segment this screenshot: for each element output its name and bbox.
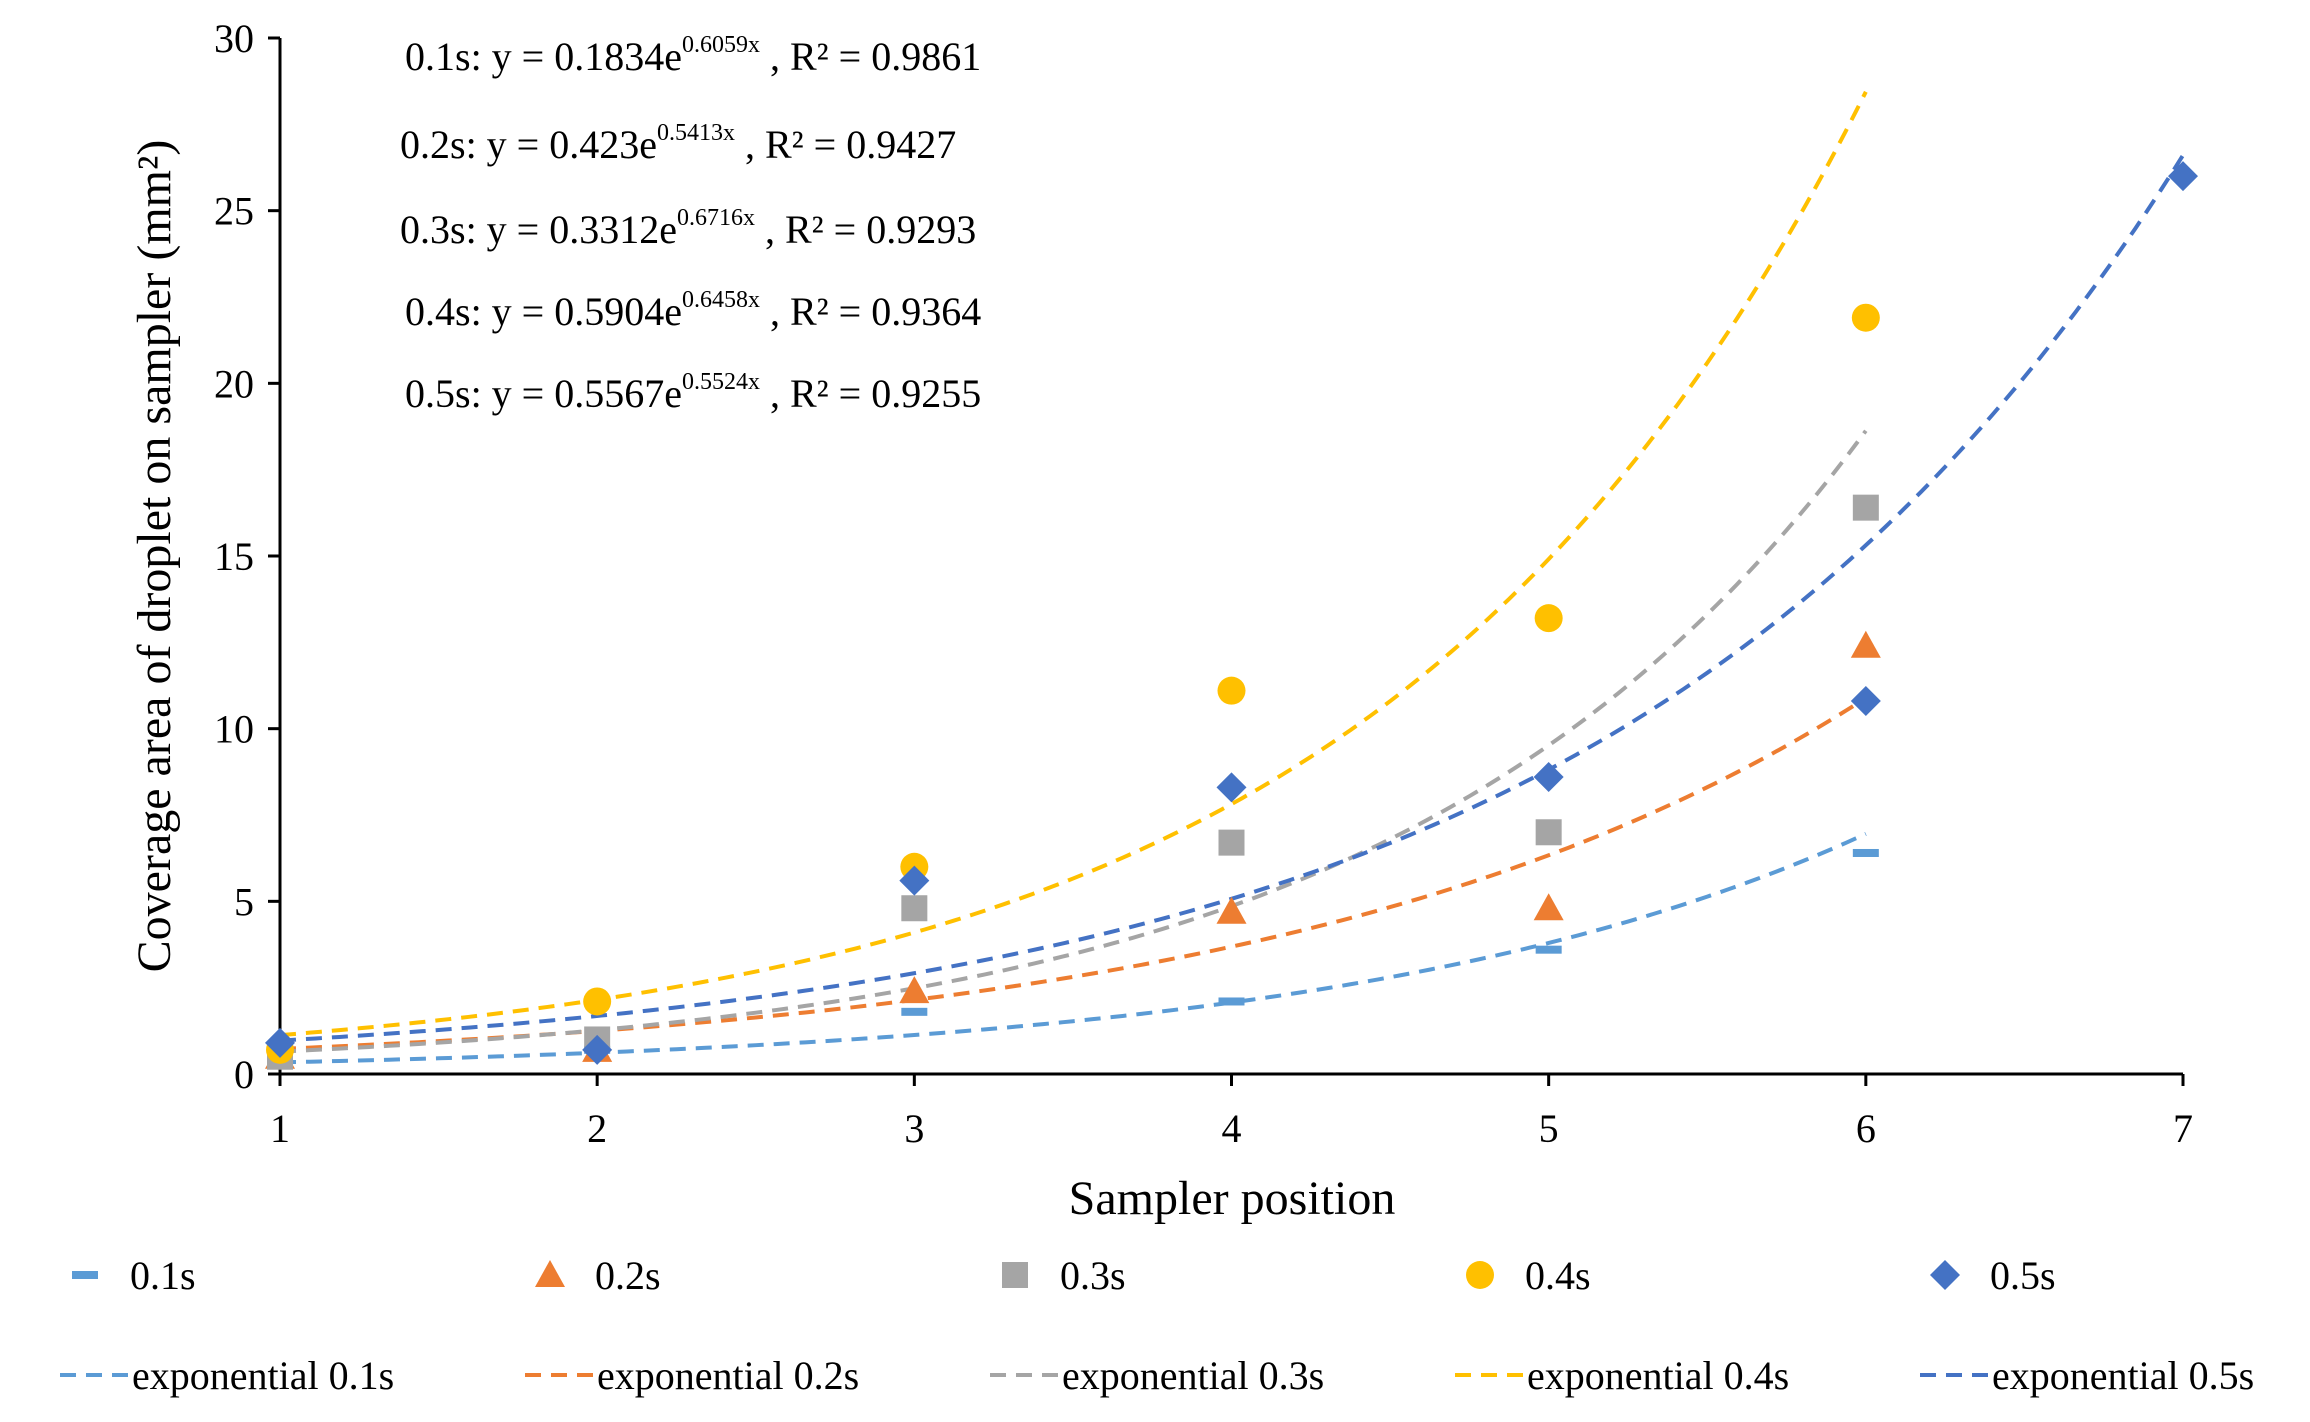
- point-0.3s: [901, 895, 928, 922]
- point-0.1s: [1852, 848, 1879, 857]
- legend-label: exponential 0.2s: [597, 1353, 859, 1398]
- point-0.3s: [1535, 819, 1562, 846]
- legend-label: 0.5s: [1990, 1253, 2056, 1298]
- point-0.4s: [1851, 303, 1880, 332]
- trendline-equation: 0.4s: y = 0.5904e0.6458x , R² = 0.9364: [405, 287, 981, 334]
- point-0.1s: [1535, 945, 1562, 954]
- point-0.2s: [1216, 896, 1247, 924]
- trendline-equations: 0.1s: y = 0.1834e0.6059x , R² = 0.9861 0.…: [400, 32, 981, 416]
- legend-label: 0.2s: [595, 1253, 661, 1298]
- point-0.5s: [1216, 772, 1247, 803]
- data-points: [265, 161, 2198, 1070]
- trendline-3: [279, 429, 1868, 1054]
- point-0.4s: [1217, 676, 1246, 705]
- trendline-equation: 0.1s: y = 0.1834e0.6059x , R² = 0.9861: [405, 32, 981, 79]
- legend-label: 0.1s: [130, 1253, 196, 1298]
- point-0.1s: [1218, 997, 1245, 1006]
- trendline-equation: 0.2s: y = 0.423e0.5413x , R² = 0.9427: [400, 120, 956, 167]
- x-tick-label: 4: [1222, 1106, 1242, 1151]
- y-tick-label: 30: [214, 16, 254, 61]
- legend-label: exponential 0.3s: [1062, 1353, 1324, 1398]
- point-0.5s: [1850, 686, 1881, 717]
- point-0.5s: [1533, 762, 1564, 793]
- trendline-1: [279, 832, 1867, 1065]
- legend-label: exponential 0.1s: [132, 1353, 394, 1398]
- y-tick-label: 20: [214, 361, 254, 406]
- point-0.2s: [899, 976, 930, 1004]
- point-0.1s: [901, 1007, 928, 1016]
- trendline-4: [279, 90, 1868, 1038]
- x-tick-label: 5: [1539, 1106, 1559, 1151]
- point-0.2s: [1850, 630, 1881, 658]
- y-tick-label: 10: [214, 707, 254, 752]
- x-tick-label: 6: [1856, 1106, 1876, 1151]
- y-tick-label: 5: [234, 879, 254, 924]
- legend-marker-0.4s: [1466, 1261, 1494, 1289]
- x-tick-label: 3: [904, 1106, 924, 1151]
- point-0.2s: [1533, 893, 1564, 921]
- legend-marker-0.5s: [1930, 1260, 1960, 1290]
- point-0.3s: [1218, 829, 1245, 856]
- x-tick-label: 1: [270, 1106, 290, 1151]
- trendline-equation: 0.3s: y = 0.3312e0.6716x , R² = 0.9293: [400, 205, 976, 252]
- x-tick-label: 7: [2173, 1106, 2193, 1151]
- point-0.5s: [899, 865, 930, 896]
- x-ticks: 1 2 3 4 5 6 7: [270, 1074, 2193, 1151]
- point-0.3s: [1852, 494, 1879, 521]
- y-axis-title: Coverage area of droplet on sampler (mm²…: [128, 140, 181, 973]
- legend: 0.1s 0.2s 0.3s 0.4s 0.5s exponential 0.1s expo…: [60, 1253, 2254, 1398]
- y-tick-label: 25: [214, 189, 254, 234]
- legend-label: 0.3s: [1060, 1253, 1126, 1298]
- trendline-equation: 0.5s: y = 0.5567e0.5524x , R² = 0.9255: [405, 369, 981, 416]
- legend-marker-0.1s: [72, 1271, 98, 1279]
- legend-label: 0.4s: [1525, 1253, 1591, 1298]
- point-0.4s: [1534, 604, 1563, 633]
- legend-marker-0.2s: [535, 1260, 565, 1287]
- legend-label: exponential 0.4s: [1527, 1353, 1789, 1398]
- x-axis-title: Sampler position: [1069, 1172, 1396, 1225]
- y-tick-label: 0: [234, 1052, 254, 1097]
- point-0.4s: [583, 987, 612, 1016]
- point-0.5s: [2168, 161, 2198, 192]
- trendline-2: [279, 696, 1867, 1051]
- x-tick-label: 2: [587, 1106, 607, 1151]
- point-0.5s: [582, 1034, 613, 1065]
- legend-marker-0.3s: [1002, 1262, 1028, 1288]
- y-ticks: 0 5 10 15 20 25 30: [214, 16, 280, 1097]
- legend-label: exponential 0.5s: [1992, 1353, 2254, 1398]
- y-tick-label: 15: [214, 534, 254, 579]
- point-0.5s: [265, 1027, 295, 1058]
